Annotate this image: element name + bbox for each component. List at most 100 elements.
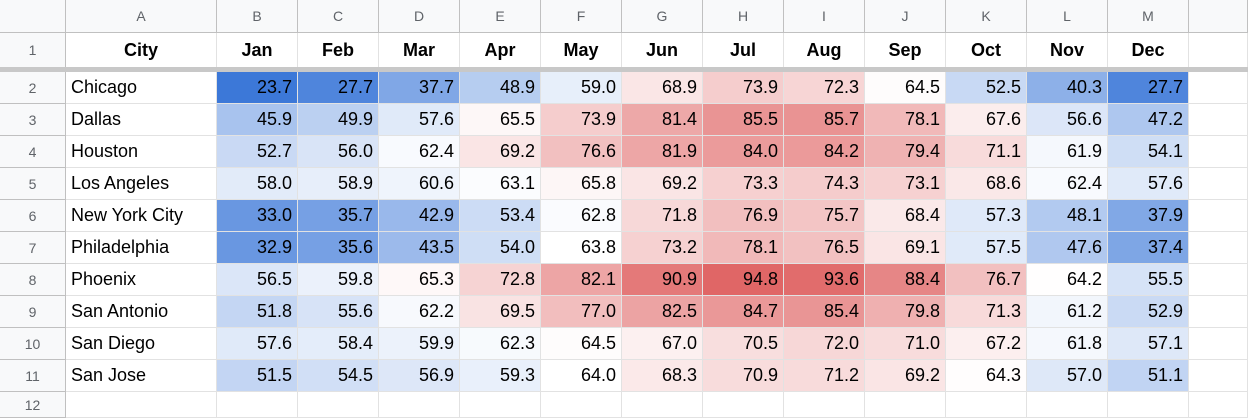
value-cell[interactable]: 56.6 — [1027, 104, 1108, 136]
row-number[interactable]: 5 — [0, 168, 66, 200]
value-cell[interactable]: 59.3 — [460, 360, 541, 392]
value-cell[interactable]: 57.0 — [1027, 360, 1108, 392]
value-cell[interactable]: 64.3 — [946, 360, 1027, 392]
empty-cell[interactable] — [1189, 232, 1248, 264]
value-cell[interactable]: 61.8 — [1027, 328, 1108, 360]
empty-cell[interactable] — [1189, 200, 1248, 232]
value-cell[interactable]: 70.9 — [703, 360, 784, 392]
value-cell[interactable]: 42.9 — [379, 200, 460, 232]
value-cell[interactable]: 55.5 — [1108, 264, 1189, 296]
value-cell[interactable]: 76.9 — [703, 200, 784, 232]
value-cell[interactable]: 73.3 — [703, 168, 784, 200]
value-cell[interactable]: 62.4 — [1027, 168, 1108, 200]
value-cell[interactable]: 72.3 — [784, 72, 865, 104]
value-cell[interactable]: 82.1 — [541, 264, 622, 296]
value-cell[interactable]: 67.2 — [946, 328, 1027, 360]
row-number[interactable]: 2 — [0, 72, 66, 104]
value-cell[interactable]: 56.5 — [217, 264, 298, 296]
row-number[interactable]: 3 — [0, 104, 66, 136]
empty-cell[interactable] — [1189, 392, 1248, 418]
city-cell[interactable]: Chicago — [66, 72, 217, 104]
row-number[interactable]: 1 — [0, 33, 66, 68]
value-cell[interactable]: 69.1 — [865, 232, 946, 264]
value-cell[interactable]: 78.1 — [865, 104, 946, 136]
city-cell[interactable]: San Antonio — [66, 296, 217, 328]
value-cell[interactable]: 76.7 — [946, 264, 1027, 296]
value-cell[interactable]: 48.9 — [460, 72, 541, 104]
empty-cell[interactable] — [1189, 168, 1248, 200]
value-cell[interactable]: 51.1 — [1108, 360, 1189, 392]
value-cell[interactable]: 81.9 — [622, 136, 703, 168]
value-cell[interactable]: 52.9 — [1108, 296, 1189, 328]
value-cell[interactable]: 70.5 — [703, 328, 784, 360]
value-cell[interactable]: 77.0 — [541, 296, 622, 328]
value-cell[interactable]: 64.5 — [865, 72, 946, 104]
value-cell[interactable]: 69.5 — [460, 296, 541, 328]
city-cell[interactable]: Houston — [66, 136, 217, 168]
value-cell[interactable]: 61.2 — [1027, 296, 1108, 328]
value-cell[interactable]: 65.3 — [379, 264, 460, 296]
value-cell[interactable]: 71.8 — [622, 200, 703, 232]
value-cell[interactable]: 93.6 — [784, 264, 865, 296]
value-cell[interactable]: 85.5 — [703, 104, 784, 136]
empty-cell[interactable] — [622, 392, 703, 418]
value-cell[interactable]: 51.8 — [217, 296, 298, 328]
empty-cell[interactable] — [1189, 360, 1248, 392]
value-cell[interactable]: 85.7 — [784, 104, 865, 136]
value-cell[interactable]: 35.7 — [298, 200, 379, 232]
empty-cell[interactable] — [1189, 136, 1248, 168]
value-cell[interactable]: 61.9 — [1027, 136, 1108, 168]
empty-cell[interactable] — [1189, 72, 1248, 104]
value-cell[interactable]: 62.2 — [379, 296, 460, 328]
column-letter[interactable]: E — [460, 0, 541, 33]
city-cell[interactable]: Dallas — [66, 104, 217, 136]
value-cell[interactable]: 72.0 — [784, 328, 865, 360]
row-number[interactable]: 9 — [0, 296, 66, 328]
value-cell[interactable]: 69.2 — [460, 136, 541, 168]
header-cell[interactable]: Jan — [217, 33, 298, 68]
empty-cell[interactable] — [946, 392, 1027, 418]
empty-cell[interactable] — [217, 392, 298, 418]
value-cell[interactable]: 73.1 — [865, 168, 946, 200]
value-cell[interactable]: 64.2 — [1027, 264, 1108, 296]
city-cell[interactable]: Phoenix — [66, 264, 217, 296]
row-number[interactable]: 6 — [0, 200, 66, 232]
value-cell[interactable]: 84.0 — [703, 136, 784, 168]
value-cell[interactable]: 75.7 — [784, 200, 865, 232]
empty-cell[interactable] — [1189, 104, 1248, 136]
city-cell[interactable]: San Diego — [66, 328, 217, 360]
row-number[interactable]: 4 — [0, 136, 66, 168]
value-cell[interactable]: 35.6 — [298, 232, 379, 264]
value-cell[interactable]: 84.2 — [784, 136, 865, 168]
value-cell[interactable]: 59.9 — [379, 328, 460, 360]
value-cell[interactable]: 57.1 — [1108, 328, 1189, 360]
empty-cell[interactable] — [298, 392, 379, 418]
value-cell[interactable]: 51.5 — [217, 360, 298, 392]
value-cell[interactable]: 71.0 — [865, 328, 946, 360]
city-cell[interactable]: Los Angeles — [66, 168, 217, 200]
value-cell[interactable]: 37.7 — [379, 72, 460, 104]
value-cell[interactable]: 37.4 — [1108, 232, 1189, 264]
value-cell[interactable]: 27.7 — [298, 72, 379, 104]
value-cell[interactable]: 74.3 — [784, 168, 865, 200]
empty-cell[interactable] — [379, 392, 460, 418]
value-cell[interactable]: 67.6 — [946, 104, 1027, 136]
value-cell[interactable]: 56.9 — [379, 360, 460, 392]
value-cell[interactable]: 85.4 — [784, 296, 865, 328]
value-cell[interactable]: 79.8 — [865, 296, 946, 328]
value-cell[interactable]: 48.1 — [1027, 200, 1108, 232]
empty-cell[interactable] — [1027, 392, 1108, 418]
value-cell[interactable]: 69.2 — [622, 168, 703, 200]
column-letter[interactable]: C — [298, 0, 379, 33]
value-cell[interactable]: 73.9 — [541, 104, 622, 136]
empty-cell[interactable] — [66, 392, 217, 418]
header-cell[interactable]: Feb — [298, 33, 379, 68]
empty-cell[interactable] — [1189, 33, 1248, 68]
column-letter[interactable]: K — [946, 0, 1027, 33]
value-cell[interactable]: 54.0 — [460, 232, 541, 264]
value-cell[interactable]: 57.6 — [379, 104, 460, 136]
value-cell[interactable]: 64.0 — [541, 360, 622, 392]
value-cell[interactable]: 67.0 — [622, 328, 703, 360]
value-cell[interactable]: 54.5 — [298, 360, 379, 392]
header-cell[interactable]: City — [66, 33, 217, 68]
